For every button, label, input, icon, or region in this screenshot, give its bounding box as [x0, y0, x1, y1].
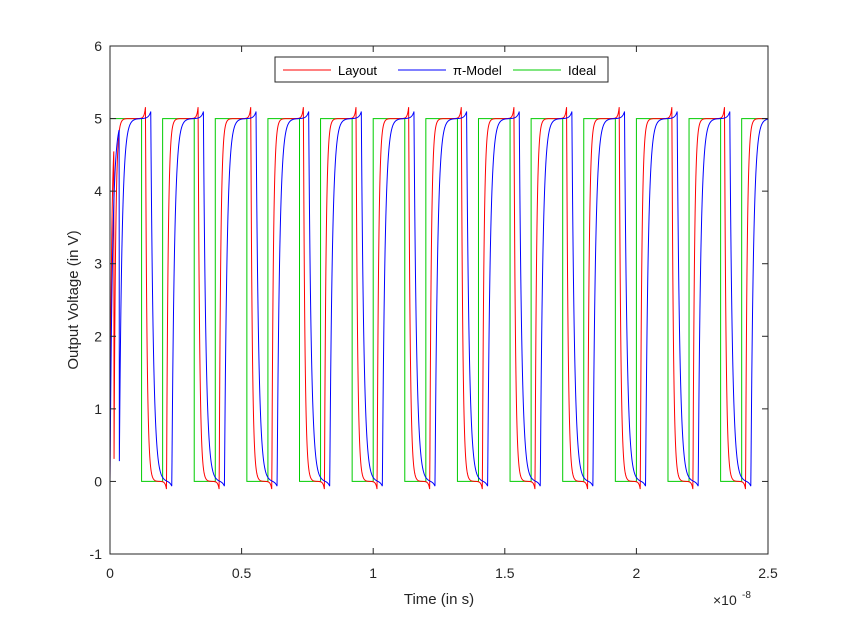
x-tick-label: 0	[106, 565, 114, 581]
y-tick-label: 1	[94, 401, 102, 417]
svg-text:×10: ×10	[713, 592, 737, 608]
legend: Layout π-Model Ideal	[274, 56, 609, 83]
y-axis-label: Output Voltage (in V)	[65, 230, 82, 369]
x-tick-labels: 0 0.5 1 1.5 2 2.5	[106, 565, 778, 581]
x-axis-label: Time (in s)	[404, 591, 474, 608]
svg-text:-8: -8	[742, 590, 751, 601]
y-tick-label: 0	[94, 473, 102, 489]
legend-items: Layout π-Model Ideal	[283, 63, 596, 78]
y-tick-labels: -1 0 1 2 3 4 5 6	[90, 38, 103, 562]
x-tick-label: 1.5	[495, 565, 515, 581]
x-axis-exponent: ×10 -8	[713, 590, 751, 608]
x-tick-label: 2.5	[758, 565, 778, 581]
x-tick-label: 1	[369, 565, 377, 581]
y-tick-label: -1	[90, 546, 103, 562]
plot-area	[109, 45, 769, 555]
legend-label-1: π-Model	[453, 63, 502, 78]
x-tick-label: 0.5	[232, 565, 252, 581]
legend-label-2: Ideal	[568, 63, 596, 78]
series-line-1	[109, 111, 769, 487]
axes-box	[110, 46, 768, 554]
axes-frame	[109, 45, 769, 555]
y-tick-label: 2	[94, 328, 102, 344]
y-tick-label: 4	[94, 183, 102, 199]
series-group	[109, 107, 769, 490]
x-tick-label: 2	[633, 565, 641, 581]
ticks-group	[109, 45, 769, 555]
y-tick-label: 5	[94, 111, 102, 127]
exponent-base: ×10	[713, 592, 737, 608]
series-line-0	[109, 107, 768, 490]
y-tick-label: 6	[94, 38, 102, 54]
legend-label-0: Layout	[338, 63, 377, 78]
y-tick-label: 3	[94, 256, 102, 272]
exponent-power: -8	[742, 590, 751, 601]
